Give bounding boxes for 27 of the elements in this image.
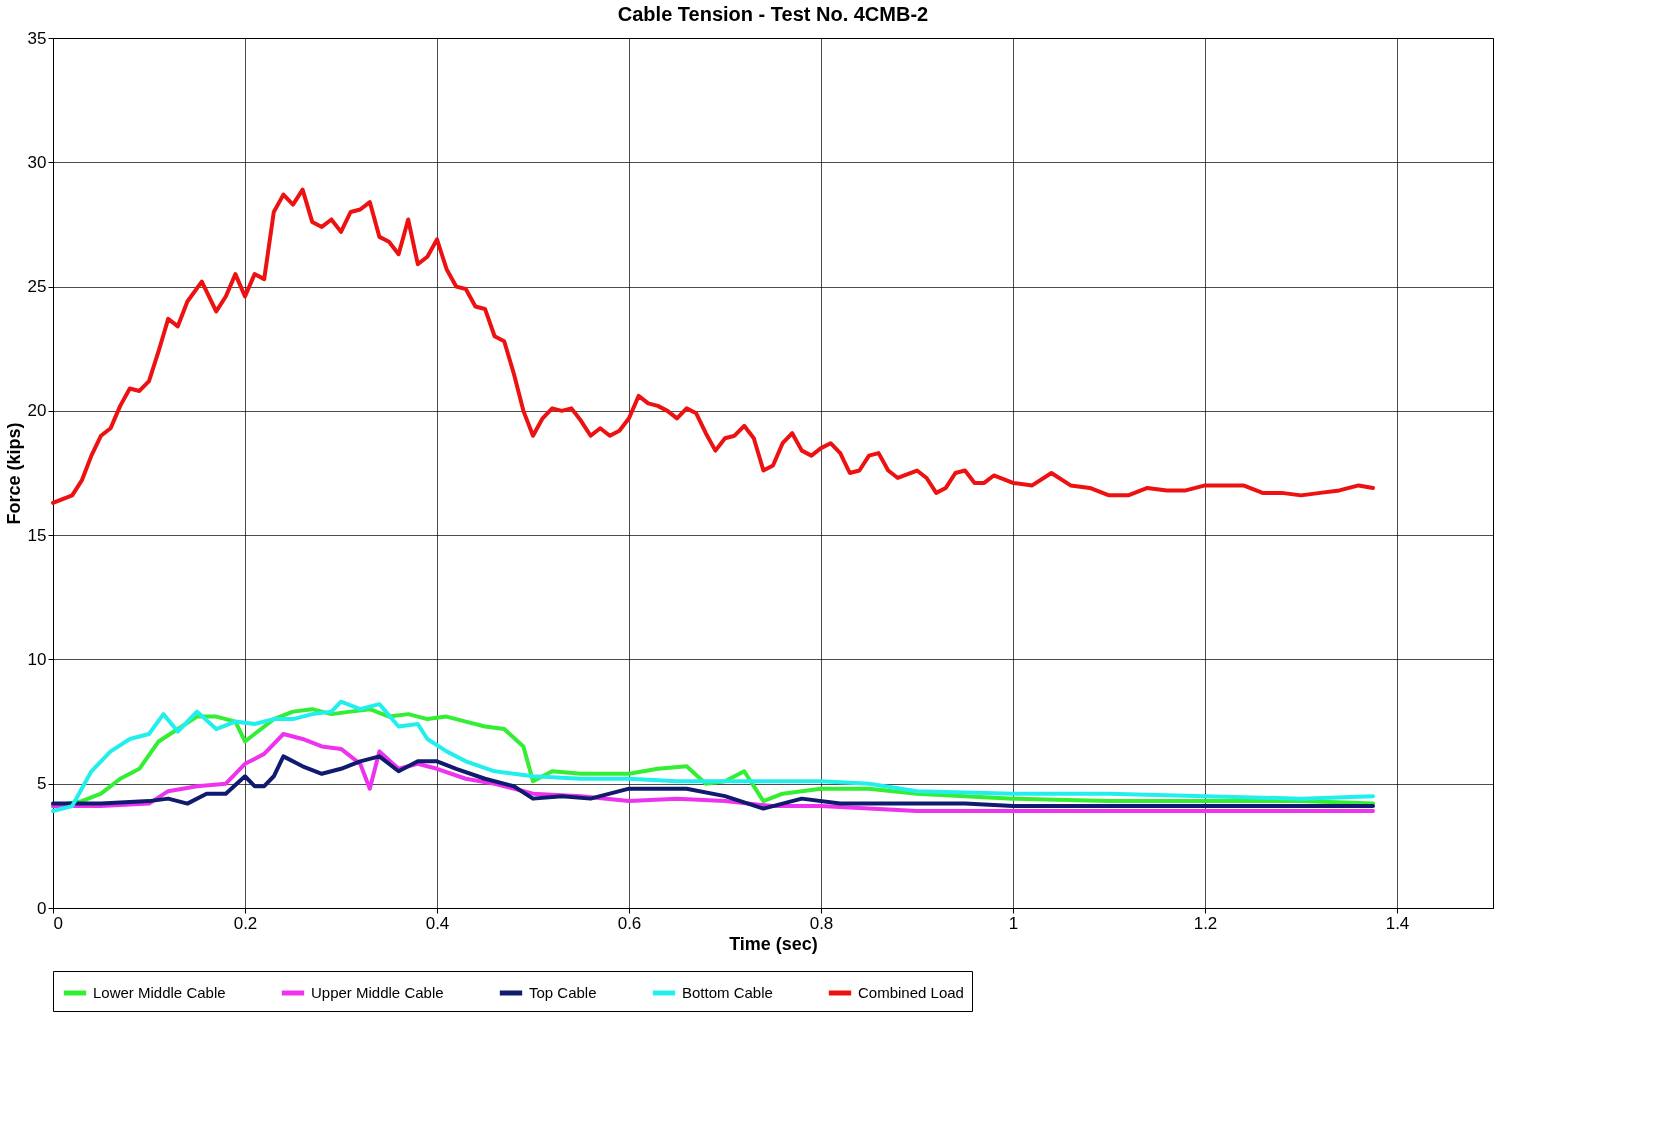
y-axis-title: Force (kips) <box>3 422 24 525</box>
x-tick-label: 0.6 <box>617 913 642 933</box>
line-series <box>51 187 1375 505</box>
x-tick-label: 1.4 <box>1385 913 1410 933</box>
y-tick-label: 30 <box>27 152 47 172</box>
x-tick-label: 1.2 <box>1193 913 1218 933</box>
legend-label: Lower Middle Cable <box>93 984 226 1001</box>
legend-label: Bottom Cable <box>682 984 773 1001</box>
x-axis-title: Time (sec) <box>729 933 818 954</box>
x-tick-label: 0.2 <box>233 913 258 933</box>
x-tick-label: 0.8 <box>809 913 834 933</box>
chart-title: Cable Tension - Test No. 4CMB-2 <box>617 3 929 25</box>
x-tick-label: 0 <box>53 913 63 933</box>
y-tick-label: 25 <box>27 277 47 297</box>
line-series <box>51 732 1375 814</box>
y-tick-label: 15 <box>27 525 47 545</box>
y-tick-label: 10 <box>27 649 47 669</box>
x-tick-label: 1 <box>1008 913 1019 933</box>
y-tick-label: 20 <box>27 401 47 421</box>
legend-label: Combined Load <box>858 984 964 1001</box>
line-series <box>51 754 1375 811</box>
y-tick-label: 35 <box>27 28 47 48</box>
legend-label: Top Cable <box>529 984 597 1001</box>
y-tick-label: 0 <box>37 898 47 918</box>
legend-label: Upper Middle Cable <box>311 984 444 1001</box>
x-tick-label: 0.4 <box>425 913 450 933</box>
y-tick-label: 5 <box>37 774 47 794</box>
